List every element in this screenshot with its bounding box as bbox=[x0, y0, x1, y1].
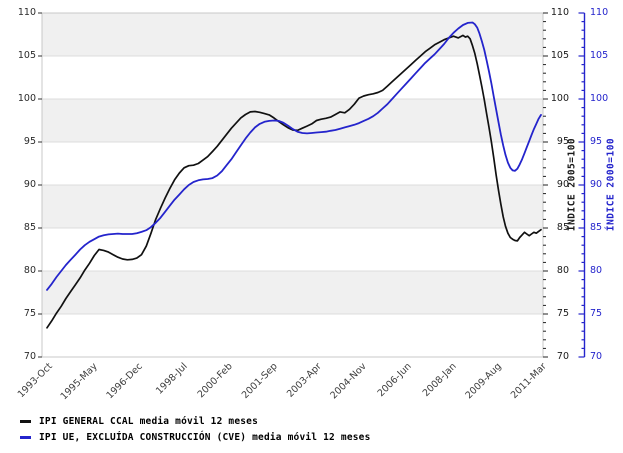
y-axis-label-right-blue: 105 bbox=[590, 50, 609, 61]
series-line-ipi-ue bbox=[46, 21, 542, 291]
y-axis-label-right-blue: 70 bbox=[590, 351, 603, 362]
legend-marker-blue-line bbox=[20, 435, 31, 439]
y-axis-label-right-blue: 85 bbox=[590, 222, 603, 233]
y-axis-label-left: 85 bbox=[23, 222, 36, 233]
y-axis-label-left: 80 bbox=[23, 265, 36, 276]
y-axis-label-right-blue: 100 bbox=[590, 93, 609, 104]
y-axis-label-right-black: 95 bbox=[556, 136, 569, 147]
y-axis-label-right-black: 110 bbox=[550, 7, 569, 18]
legend-label-ipi-ue: IPI UE, EXCLUÍDA CONSTRUCCIÓN (CVE) medi… bbox=[39, 431, 371, 443]
y-axis-label-right-blue: 110 bbox=[590, 7, 609, 18]
series-line-ipi-general bbox=[46, 34, 542, 329]
y-axis-label-left: 75 bbox=[23, 308, 36, 319]
legend-marker-black-line bbox=[20, 419, 31, 423]
y-axis-label-right-black: 80 bbox=[556, 265, 569, 276]
shaded-band bbox=[42, 271, 543, 314]
y-axis-label-right-black: 100 bbox=[550, 93, 569, 104]
y-axis-label-right-black: 90 bbox=[556, 179, 569, 190]
y-axis-label-right-black: 105 bbox=[550, 50, 569, 61]
legend-item-ipi-general: IPI GENERAL CCAL media móvil 12 meses bbox=[20, 413, 371, 429]
legend: IPI GENERAL CCAL media móvil 12 meses IP… bbox=[20, 413, 371, 445]
y-axis-label-right-blue: 80 bbox=[590, 265, 603, 276]
y-axis-label-left: 90 bbox=[23, 179, 36, 190]
y-axis-label-left: 110 bbox=[17, 7, 36, 18]
y-axis-label-right-black: 85 bbox=[556, 222, 569, 233]
right-axis-title-indice-2000: ÍNDICE 2000=100 bbox=[605, 137, 617, 232]
legend-item-ipi-ue: IPI UE, EXCLUÍDA CONSTRUCCIÓN (CVE) medi… bbox=[20, 429, 371, 445]
shaded-band bbox=[42, 99, 543, 142]
y-axis-label-right-black: 75 bbox=[556, 308, 569, 319]
y-axis-label-left: 70 bbox=[23, 351, 36, 362]
y-axis-label-right-blue: 90 bbox=[590, 179, 603, 190]
y-axis-label-left: 100 bbox=[17, 93, 36, 104]
y-axis-label-right-blue: 75 bbox=[590, 308, 603, 319]
y-axis-label-right-blue: 95 bbox=[590, 136, 603, 147]
legend-label-ipi-general: IPI GENERAL CCAL media móvil 12 meses bbox=[39, 415, 259, 427]
y-axis-label-right-black: 70 bbox=[556, 351, 569, 362]
y-axis-label-left: 105 bbox=[17, 50, 36, 61]
y-axis-label-left: 95 bbox=[23, 136, 36, 147]
shaded-band bbox=[42, 185, 543, 228]
right-axis-title-indice-2005: ÍNDICE 2005=100 bbox=[566, 137, 578, 232]
shaded-band bbox=[42, 13, 543, 56]
